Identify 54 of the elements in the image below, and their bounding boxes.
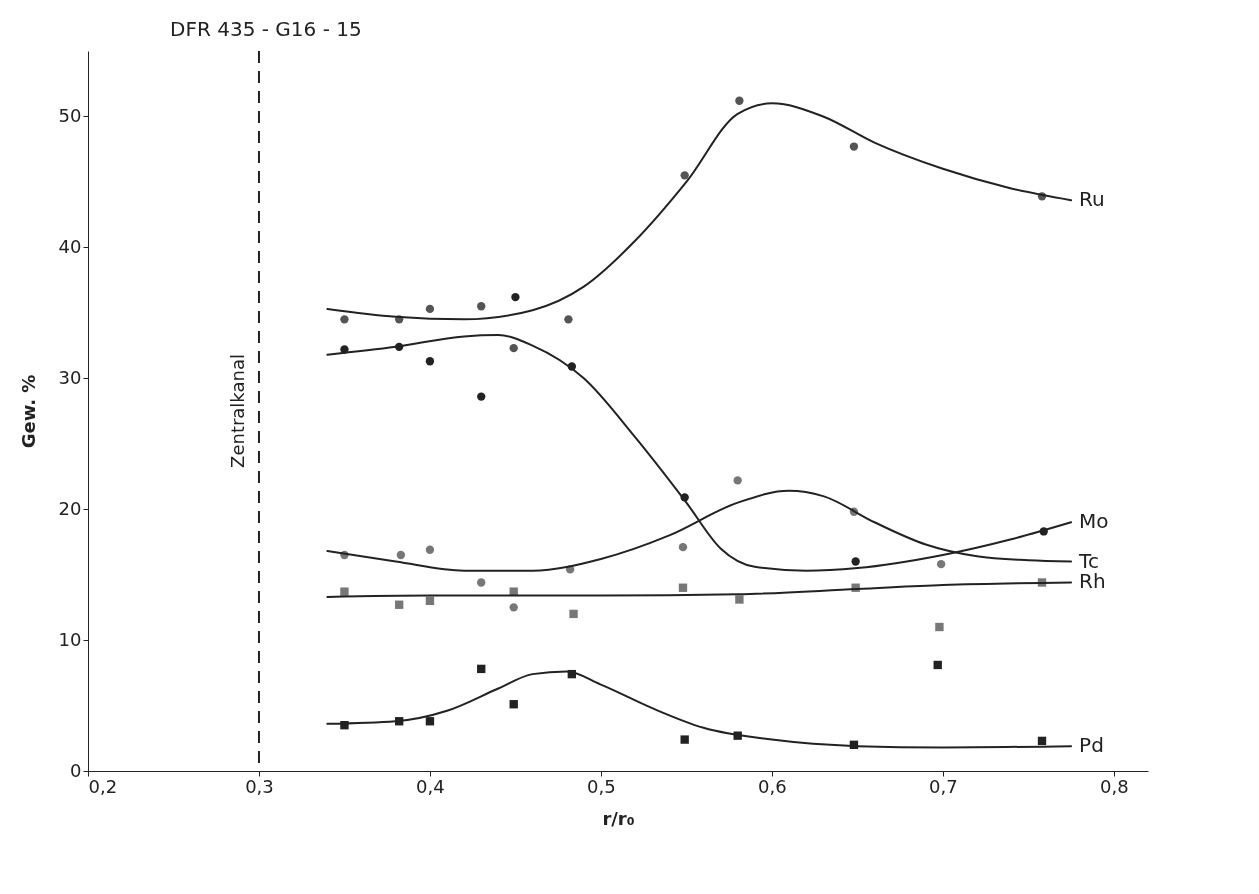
- point: [678, 542, 688, 552]
- point: [851, 557, 860, 566]
- point: [425, 545, 435, 554]
- x-axis-title: r/r₀: [602, 807, 635, 829]
- point: [569, 609, 578, 619]
- point: [394, 600, 404, 609]
- line-series: [326, 334, 1073, 572]
- series-label: Pd: [1079, 733, 1104, 758]
- x-tick-label: 0,6: [758, 775, 787, 797]
- point: [396, 550, 406, 560]
- series-label: Mo: [1079, 509, 1109, 534]
- x-tick-label: 0,2: [88, 775, 118, 797]
- point: [477, 392, 486, 401]
- point: [477, 302, 486, 311]
- point: [678, 583, 688, 592]
- y-tick-label: 0: [70, 759, 82, 781]
- point: [340, 315, 349, 324]
- point: [509, 700, 518, 709]
- y-tick-label: 50: [58, 104, 82, 126]
- x-tick-label: 0,7: [929, 775, 958, 797]
- ref-line-label: Zentralkanal: [226, 354, 248, 468]
- point: [933, 660, 942, 670]
- point: [425, 717, 435, 726]
- point: [477, 664, 486, 674]
- point: [849, 142, 859, 151]
- point: [564, 315, 573, 324]
- point: [425, 357, 435, 366]
- x-tick-label: 0,8: [1099, 775, 1129, 797]
- y-tick-label: 20: [58, 497, 82, 519]
- x-tick-label: 0,5: [587, 775, 616, 797]
- point: [425, 304, 435, 314]
- point: [509, 343, 518, 353]
- point: [680, 735, 689, 744]
- x-tick-label: 0,3: [245, 775, 274, 797]
- point: [511, 292, 520, 302]
- point: [477, 578, 486, 587]
- point: [735, 96, 744, 105]
- y-tick-label: 10: [58, 628, 82, 650]
- series-label: Ru: [1079, 187, 1105, 212]
- y-tick-label: 40: [58, 235, 82, 257]
- line-series: [326, 670, 1073, 749]
- point: [733, 476, 742, 485]
- point: [1037, 736, 1047, 746]
- chart-title: DFR 435 - G16 - 15: [170, 17, 362, 41]
- point: [935, 622, 944, 632]
- point: [735, 595, 744, 604]
- point: [425, 596, 435, 605]
- x-tick-label: 0,4: [416, 775, 445, 797]
- y-axis-title: Gew. %: [17, 374, 39, 449]
- point: [340, 587, 349, 596]
- y-tick-label: 30: [58, 366, 82, 388]
- point: [509, 603, 518, 612]
- point: [936, 559, 946, 569]
- point: [680, 171, 689, 180]
